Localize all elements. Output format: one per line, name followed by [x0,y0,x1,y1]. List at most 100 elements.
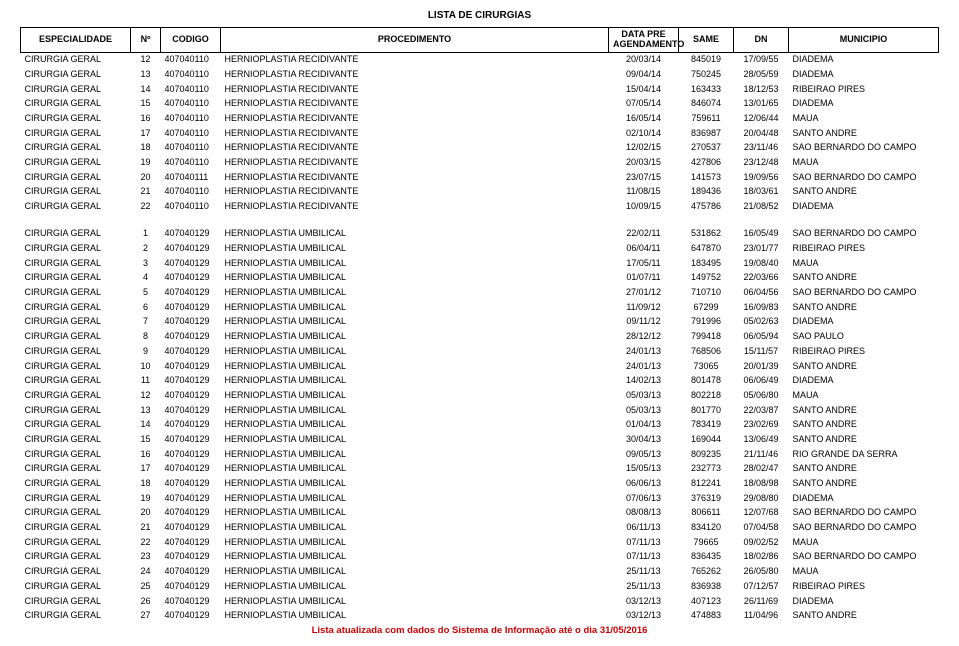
cell-dn: 21/08/52 [734,200,789,215]
cell-data: 08/08/13 [609,506,679,521]
cell-no: 7 [131,315,161,330]
cell-codigo: 407040110 [161,185,221,200]
cell-especialidade: CIRURGIA GERAL [21,67,131,82]
cell-municipio: DIADEMA [789,374,939,389]
cell-data: 25/11/13 [609,579,679,594]
cell-procedimento: HERNIOPLASTIA RECIDIVANTE [221,112,609,127]
cell-procedimento: HERNIOPLASTIA UMBILICAL [221,491,609,506]
cell-especialidade: CIRURGIA GERAL [21,315,131,330]
cell-data: 06/06/13 [609,477,679,492]
cell-data: 11/09/12 [609,300,679,315]
cell-municipio: RIBEIRAO PIRES [789,242,939,257]
cell-same: 531862 [679,214,734,241]
cell-procedimento: HERNIOPLASTIA UMBILICAL [221,344,609,359]
cell-no: 13 [131,67,161,82]
cell-municipio: SAO BERNARDO DO CAMPO [789,141,939,156]
cell-no: 21 [131,521,161,536]
cell-same: 647870 [679,242,734,257]
cell-same: 232773 [679,462,734,477]
cell-dn: 29/08/80 [734,491,789,506]
cell-procedimento: HERNIOPLASTIA UMBILICAL [221,609,609,624]
cell-codigo: 407040129 [161,491,221,506]
cell-especialidade: CIRURGIA GERAL [21,170,131,185]
cell-data: 06/04/11 [609,242,679,257]
cell-same: 73065 [679,359,734,374]
cell-codigo: 407040110 [161,200,221,215]
cell-data: 02/10/14 [609,126,679,141]
table-row: CIRURGIA GERAL20407040129HERNIOPLASTIA U… [21,506,939,521]
cell-no: 16 [131,447,161,462]
cell-procedimento: HERNIOPLASTIA UMBILICAL [221,403,609,418]
cell-codigo: 407040129 [161,565,221,580]
cell-same: 783419 [679,418,734,433]
cell-municipio: RIBEIRAO PIRES [789,579,939,594]
cell-municipio: DIADEMA [789,97,939,112]
cell-data: 30/04/13 [609,432,679,447]
table-row: CIRURGIA GERAL12407040129HERNIOPLASTIA U… [21,388,939,403]
cell-no: 8 [131,330,161,345]
cell-no: 18 [131,141,161,156]
cell-codigo: 407040129 [161,330,221,345]
cell-especialidade: CIRURGIA GERAL [21,418,131,433]
cell-data: 24/01/13 [609,359,679,374]
table-row: CIRURGIA GERAL19407040129HERNIOPLASTIA U… [21,491,939,506]
cell-codigo: 407040129 [161,286,221,301]
cell-especialidade: CIRURGIA GERAL [21,200,131,215]
cell-especialidade: CIRURGIA GERAL [21,477,131,492]
cell-dn: 19/08/40 [734,256,789,271]
cell-municipio: SANTO ANDRE [789,359,939,374]
cell-data: 09/04/14 [609,67,679,82]
cell-codigo: 407040111 [161,170,221,185]
cell-especialidade: CIRURGIA GERAL [21,359,131,374]
cell-codigo: 407040129 [161,242,221,257]
cell-same: 812241 [679,477,734,492]
cell-procedimento: HERNIOPLASTIA UMBILICAL [221,388,609,403]
cell-codigo: 407040129 [161,418,221,433]
table-row: CIRURGIA GERAL25407040129HERNIOPLASTIA U… [21,579,939,594]
cell-codigo: 407040129 [161,550,221,565]
table-row: CIRURGIA GERAL2407040129HERNIOPLASTIA UM… [21,242,939,257]
cell-codigo: 407040129 [161,359,221,374]
cell-dn: 22/03/66 [734,271,789,286]
cell-municipio: DIADEMA [789,67,939,82]
cell-codigo: 407040129 [161,535,221,550]
cell-especialidade: CIRURGIA GERAL [21,565,131,580]
cell-especialidade: CIRURGIA GERAL [21,579,131,594]
cell-dn: 09/02/52 [734,535,789,550]
cell-dn: 28/02/47 [734,462,789,477]
cell-codigo: 407040129 [161,344,221,359]
cell-especialidade: CIRURGIA GERAL [21,330,131,345]
table-row: CIRURGIA GERAL3407040129HERNIOPLASTIA UM… [21,256,939,271]
cell-municipio: RIBEIRAO PIRES [789,344,939,359]
cell-especialidade: CIRURGIA GERAL [21,242,131,257]
cell-dn: 23/02/69 [734,418,789,433]
cell-same: 270537 [679,141,734,156]
cell-dn: 07/12/57 [734,579,789,594]
cell-municipio: SANTO ANDRE [789,403,939,418]
cell-data: 07/11/13 [609,535,679,550]
cell-data: 07/06/13 [609,491,679,506]
cell-procedimento: HERNIOPLASTIA UMBILICAL [221,315,609,330]
cell-procedimento: HERNIOPLASTIA UMBILICAL [221,462,609,477]
cell-municipio: SAO PAULO [789,330,939,345]
cell-especialidade: CIRURGIA GERAL [21,97,131,112]
cell-dn: 26/05/80 [734,565,789,580]
cell-no: 15 [131,432,161,447]
cell-no: 20 [131,506,161,521]
cell-especialidade: CIRURGIA GERAL [21,214,131,241]
table-row: CIRURGIA GERAL5407040129HERNIOPLASTIA UM… [21,286,939,301]
cell-procedimento: HERNIOPLASTIA RECIDIVANTE [221,200,609,215]
table-row: CIRURGIA GERAL26407040129HERNIOPLASTIA U… [21,594,939,609]
cell-same: 845019 [679,52,734,67]
table-row: CIRURGIA GERAL21407040110HERNIOPLASTIA R… [21,185,939,200]
table-row: CIRURGIA GERAL23407040129HERNIOPLASTIA U… [21,550,939,565]
table-row: CIRURGIA GERAL15407040110HERNIOPLASTIA R… [21,97,939,112]
cell-no: 26 [131,594,161,609]
cell-especialidade: CIRURGIA GERAL [21,550,131,565]
footer-note: Lista atualizada com dados do Sistema de… [20,625,939,636]
cell-same: 801770 [679,403,734,418]
cell-same: 836987 [679,126,734,141]
cell-procedimento: HERNIOPLASTIA RECIDIVANTE [221,82,609,97]
cell-dn: 05/06/80 [734,388,789,403]
table-row: CIRURGIA GERAL19407040110HERNIOPLASTIA R… [21,156,939,171]
